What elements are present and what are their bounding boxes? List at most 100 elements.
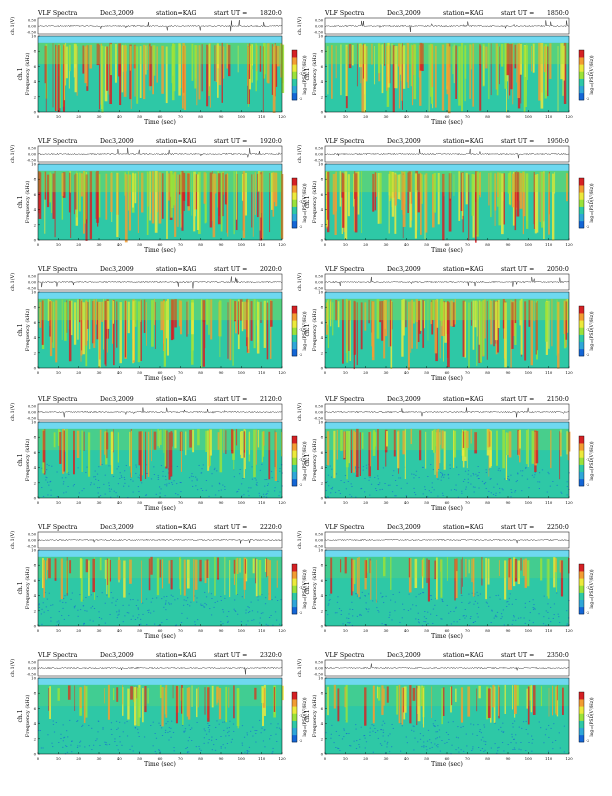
emission-streak bbox=[516, 44, 517, 83]
emission-streak bbox=[224, 174, 227, 205]
emission-streak bbox=[410, 44, 413, 87]
emission-streak bbox=[232, 430, 235, 460]
colorbar-segment bbox=[579, 57, 584, 65]
emission-streak bbox=[427, 299, 429, 341]
emission-streak bbox=[229, 560, 231, 598]
time-tick-label: 60 bbox=[445, 756, 450, 761]
time-tick-label: 0 bbox=[37, 370, 40, 375]
noise-speck bbox=[359, 597, 361, 599]
noise-speck bbox=[377, 730, 379, 732]
emission-streak bbox=[281, 685, 284, 701]
time-tick-label: 120 bbox=[278, 500, 286, 505]
emission-streak bbox=[129, 45, 132, 71]
noise-speck bbox=[354, 467, 356, 469]
noise-speck bbox=[368, 593, 370, 595]
noise-speck bbox=[161, 727, 163, 729]
noise-speck bbox=[246, 753, 248, 755]
emission-streak bbox=[374, 46, 376, 85]
colorbar-tick-label: -1 bbox=[586, 200, 589, 204]
noise-speck bbox=[209, 608, 211, 610]
freq-tick-label: 0 bbox=[34, 110, 37, 115]
time-tick-label: 30 bbox=[384, 500, 389, 505]
time-tick-label: 0 bbox=[324, 242, 327, 247]
noise-speck bbox=[132, 615, 134, 617]
noise-speck bbox=[461, 594, 463, 596]
noise-speck bbox=[443, 476, 445, 478]
emission-streak bbox=[456, 558, 458, 572]
noise-speck bbox=[344, 475, 347, 476]
noise-speck bbox=[258, 492, 260, 494]
noise-speck bbox=[487, 496, 490, 498]
emission-streak bbox=[531, 430, 534, 464]
emission-streak bbox=[454, 558, 456, 601]
colorbar-segment bbox=[579, 450, 584, 458]
emission-streak bbox=[545, 301, 548, 342]
emission-streak bbox=[454, 299, 456, 325]
noise-speck bbox=[172, 732, 175, 733]
noise-speck bbox=[122, 731, 124, 733]
emission-streak bbox=[450, 686, 453, 706]
noise-speck bbox=[374, 477, 376, 478]
emission-streak bbox=[386, 431, 389, 447]
noise-speck bbox=[276, 727, 278, 729]
noise-speck bbox=[128, 593, 130, 595]
emission-streak bbox=[331, 45, 333, 99]
emission-streak bbox=[235, 171, 237, 220]
colorbar-segment bbox=[579, 727, 584, 736]
panel-5: VLF Spectra Dec3,2009 station=KAG start UT … bbox=[9, 266, 308, 382]
noise-speck bbox=[115, 604, 117, 606]
panel-start-ut: 1920:0 bbox=[260, 138, 282, 145]
noise-speck bbox=[499, 470, 501, 472]
emission-streak bbox=[136, 686, 138, 699]
emission-streak bbox=[469, 44, 471, 99]
emission-streak bbox=[209, 172, 213, 228]
noise-speck bbox=[140, 623, 142, 625]
panel-station: station=KAG bbox=[443, 652, 484, 659]
noise-speck bbox=[520, 742, 522, 743]
waveform-frame bbox=[37, 531, 283, 549]
colorbar-tick-label: -1 bbox=[299, 458, 302, 462]
noise-speck bbox=[222, 609, 224, 611]
noise-speck bbox=[335, 730, 337, 732]
emission-streak bbox=[174, 299, 177, 328]
noise-speck bbox=[440, 476, 443, 478]
panel-start-ut: 2250:0 bbox=[547, 524, 569, 531]
colorbar-label: log₁₀(PSD(V²/Hz)) bbox=[589, 55, 595, 95]
emission-streak bbox=[485, 558, 487, 600]
emission-streak bbox=[208, 46, 210, 92]
emission-streak bbox=[435, 557, 438, 600]
time-tick-label: 20 bbox=[76, 756, 81, 761]
noise-speck bbox=[440, 479, 442, 481]
noise-speck bbox=[158, 486, 161, 488]
emission-streak bbox=[202, 301, 205, 367]
noise-speck bbox=[243, 494, 245, 496]
noise-speck bbox=[438, 729, 441, 731]
panel-9: VLF Spectra Dec3,2009 station=KAG start UT … bbox=[9, 524, 308, 640]
noise-speck bbox=[356, 595, 359, 597]
time-axis-label: Time (sec) bbox=[144, 375, 176, 382]
freq-tick-label: 6 bbox=[34, 450, 37, 455]
noise-speck bbox=[508, 597, 510, 599]
noise-speck bbox=[531, 750, 533, 752]
noise-speck bbox=[165, 723, 167, 725]
emission-streak bbox=[412, 301, 416, 324]
noise-speck bbox=[137, 476, 139, 478]
noise-speck bbox=[476, 591, 478, 593]
time-tick-label: 70 bbox=[178, 756, 183, 761]
noise-speck bbox=[413, 473, 415, 475]
noise-speck bbox=[418, 622, 420, 624]
emission-streak bbox=[101, 301, 104, 322]
noise-speck bbox=[241, 744, 244, 746]
colorbar-segment bbox=[292, 57, 297, 65]
emission-streak bbox=[182, 46, 184, 109]
noise-speck bbox=[191, 480, 193, 482]
waveform-tick-label: -0.50 bbox=[314, 417, 324, 421]
waveform-trace bbox=[324, 20, 570, 33]
colorbar-label: log₁₀(PSD(V²/Hz)) bbox=[589, 697, 595, 737]
noise-speck bbox=[394, 601, 396, 603]
noise-speck bbox=[501, 616, 503, 618]
noise-speck bbox=[470, 616, 472, 618]
noise-speck bbox=[502, 489, 504, 491]
noise-speck bbox=[460, 749, 462, 751]
emission-streak bbox=[505, 432, 508, 481]
